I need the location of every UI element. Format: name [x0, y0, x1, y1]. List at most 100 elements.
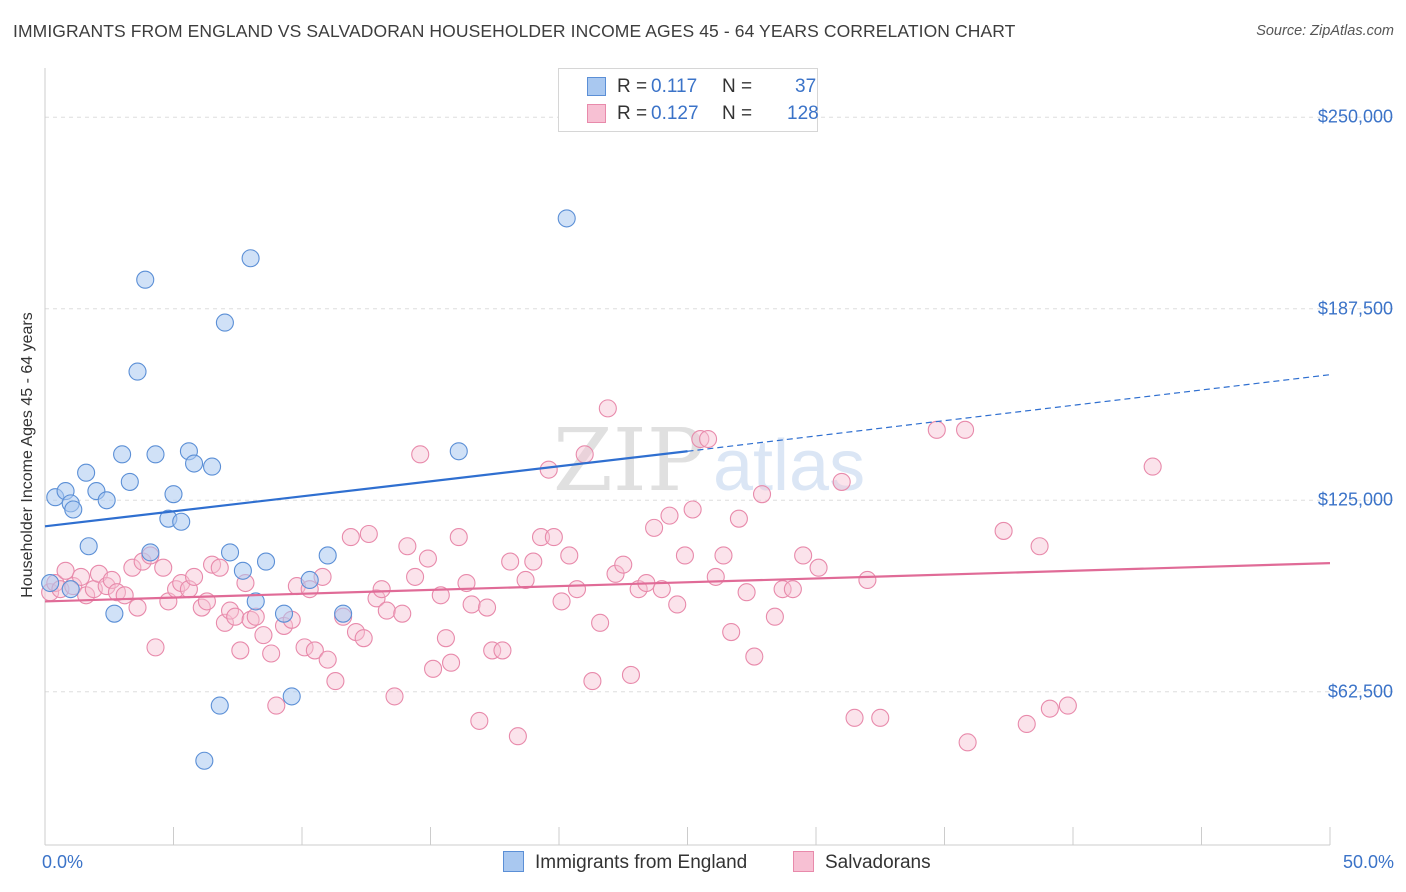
bottom-legend-england-label: Immigrants from England: [535, 852, 748, 873]
england-point: [41, 573, 60, 593]
salvadorans-point: [809, 558, 828, 577]
salvadorans-point: [326, 672, 345, 691]
salvadorans-point: [262, 644, 281, 663]
salvadorans-point: [994, 521, 1013, 540]
salvadorans-point: [367, 589, 386, 608]
england-point: [241, 249, 260, 268]
chart-title: IMMIGRANTS FROM ENGLAND VS SALVADORAN HO…: [13, 21, 1016, 41]
england-point: [557, 209, 576, 228]
salvadorans-point: [645, 518, 664, 537]
salvadorans-point: [493, 641, 512, 660]
legend-r-label: R =: [617, 103, 648, 124]
salvadorans-point: [185, 567, 204, 586]
salvadorans-point: [115, 586, 134, 605]
salvadorans-point: [871, 708, 890, 727]
salvadorans-point: [305, 641, 324, 660]
salvadorans-point: [295, 638, 314, 657]
salvadorans-point: [699, 429, 718, 449]
salvadorans-swatch: [587, 104, 606, 123]
salvadorans-point: [462, 595, 481, 614]
salvadorans-point: [729, 509, 748, 528]
salvadorans-point: [956, 420, 975, 439]
bottom-legend-salvadorans[interactable]: Salvadorans: [793, 851, 931, 874]
salvadorans-point: [591, 613, 610, 632]
salvadorans-point: [583, 672, 602, 691]
legend-n-value: 37: [795, 76, 817, 97]
salvadorans-point: [539, 460, 558, 479]
salvadorans-point: [783, 580, 802, 599]
salvadorans-point: [377, 601, 396, 620]
salvadorans-point: [354, 629, 373, 648]
salvadorans-point: [442, 653, 461, 672]
y-tick-label: $62,500: [1327, 681, 1393, 702]
salvadorans-point: [123, 558, 142, 577]
salvadorans-point: [1030, 537, 1049, 556]
salvadorans-point: [246, 607, 265, 626]
salvadorans-point: [385, 687, 404, 706]
salvadorans-point: [794, 546, 813, 565]
bottom-legend-england[interactable]: Immigrants from England: [503, 851, 747, 874]
england-point: [77, 463, 96, 482]
salvadorans-point: [411, 445, 430, 464]
salvadorans-point: [128, 598, 147, 617]
salvadorans-point: [1040, 699, 1059, 718]
england-point: [172, 512, 191, 531]
salvadorans-point: [765, 607, 784, 626]
salvadorans-points: [41, 399, 1162, 752]
england-point: [113, 445, 132, 464]
salvadorans-swatch: [793, 851, 814, 872]
salvadorans-point: [431, 586, 450, 605]
trend-lines: [44, 374, 1331, 603]
england-point: [334, 604, 353, 623]
salvadorans-point: [1058, 696, 1077, 715]
salvadorans-point: [706, 567, 725, 586]
salvadorans-point: [372, 580, 391, 599]
grid-lines: [45, 116, 1395, 693]
salvadorans-point: [241, 610, 260, 629]
salvadorans-point: [393, 604, 412, 623]
england-points: [41, 209, 576, 770]
x-tick-min: 0.0%: [42, 852, 84, 872]
england-point: [64, 500, 83, 519]
salvadorans-point: [683, 500, 702, 519]
england-point: [120, 472, 139, 491]
salvadorans-point: [832, 472, 851, 491]
england-point: [105, 604, 124, 623]
salvadorans-point: [1143, 457, 1162, 476]
salvadorans-point: [424, 659, 443, 678]
england-point: [449, 442, 468, 461]
bottom-legend-salvadorans-label: Salvadorans: [825, 852, 931, 873]
england-point: [300, 570, 319, 590]
axes: [44, 68, 1331, 846]
england-point: [282, 687, 301, 706]
salvadorans-point: [668, 595, 687, 614]
source-label[interactable]: Source: ZipAtlas.com: [1256, 23, 1394, 39]
watermark-zip: ZIP: [553, 411, 705, 511]
salvadorans-point: [477, 598, 497, 617]
salvadorans-point: [675, 546, 694, 565]
salvadorans-point: [267, 696, 286, 715]
salvadorans-point: [406, 567, 425, 586]
legend-r-label: R =: [617, 76, 648, 97]
england-point: [79, 537, 98, 556]
salvadorans-point: [449, 528, 468, 547]
x-tick-max: 50.0%: [1342, 852, 1394, 872]
legend-r-value: 0.127: [651, 103, 699, 124]
england-trend-line: [44, 450, 688, 528]
england-point: [185, 454, 204, 473]
salvadorans-point: [226, 607, 245, 626]
salvadorans-point: [341, 528, 360, 547]
england-point: [203, 457, 222, 476]
england-point: [220, 543, 240, 562]
salvadorans-point: [418, 549, 437, 568]
salvadorans-point: [691, 429, 710, 449]
salvadorans-point: [858, 570, 877, 590]
england-point: [141, 543, 160, 562]
legend: R = 0.117 N = 37 R = 0.127 N = 128: [558, 68, 819, 132]
england-swatch: [503, 851, 524, 872]
salvadorans-point: [773, 580, 792, 599]
salvadorans-point: [483, 641, 502, 660]
salvadorans-point: [614, 555, 633, 574]
england-point: [256, 552, 276, 571]
